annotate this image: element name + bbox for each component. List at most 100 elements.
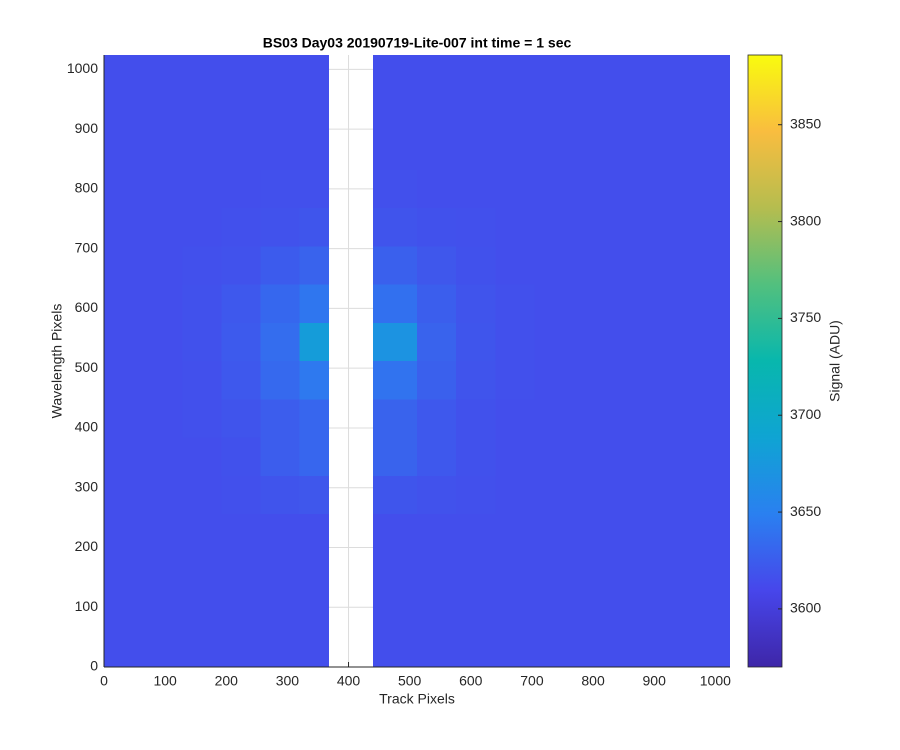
heatmap-cell (690, 437, 730, 476)
heatmap-cell (651, 284, 691, 323)
heatmap-cell (651, 246, 691, 285)
heatmap-cell (104, 361, 144, 400)
heatmap-cell (651, 93, 691, 132)
heatmap-cell (612, 437, 652, 476)
heatmap-cell (372, 437, 417, 476)
heatmap-cell (417, 55, 457, 94)
heatmap-cell (417, 514, 457, 553)
heatmap-cell (182, 437, 222, 476)
heatmap-cell (104, 169, 144, 208)
heatmap-cell (143, 399, 183, 438)
heatmap-cell (495, 628, 535, 667)
heatmap-cell (534, 284, 574, 323)
heatmap-cell (495, 208, 535, 247)
heatmap-cell (612, 514, 652, 553)
heatmap-cell (221, 437, 261, 476)
heatmap-cell (651, 131, 691, 170)
colorbar-tick-label: 3700 (790, 406, 821, 422)
y-tick-label: 300 (75, 478, 99, 494)
colorbar-tick-label: 3750 (790, 309, 821, 325)
heatmap-cell (221, 399, 261, 438)
heatmap-cell (104, 437, 144, 476)
heatmap-cell (690, 552, 730, 591)
heatmap-cell (221, 169, 261, 208)
heatmap-cell (612, 208, 652, 247)
heatmap-cell (417, 208, 457, 247)
heatmap-cell (372, 169, 417, 208)
heatmap-cell (651, 552, 691, 591)
heatmap-cell (456, 399, 496, 438)
heatmap-cell (651, 628, 691, 667)
heatmap-cell (299, 590, 329, 629)
heatmap-cell (221, 246, 261, 285)
heatmap-cell (534, 437, 574, 476)
heatmap-cell (417, 437, 457, 476)
heatmap-cell (299, 322, 329, 361)
heatmap-cell (417, 590, 457, 629)
heatmap-cell (456, 475, 496, 514)
heatmap-cell (690, 475, 730, 514)
heatmap-cell (612, 590, 652, 629)
heatmap-cell (651, 55, 691, 94)
heatmap-cell (143, 590, 183, 629)
heatmap-cell (456, 322, 496, 361)
heatmap-cell (182, 399, 222, 438)
heatmap-cell (573, 55, 613, 94)
heatmap-cell (534, 628, 574, 667)
heatmap-cell (221, 361, 261, 400)
heatmap-cell (534, 322, 574, 361)
heatmap-cell (690, 322, 730, 361)
heatmap-cell (143, 552, 183, 591)
x-axis-label: Track Pixels (379, 691, 455, 707)
heatmap-cell (182, 246, 222, 285)
heatmap-cell (417, 361, 457, 400)
x-tick-label: 1000 (700, 673, 731, 689)
heatmap-cell (104, 590, 144, 629)
heatmap-cell (372, 131, 417, 170)
heatmap-cell (143, 208, 183, 247)
heatmap-cell (495, 437, 535, 476)
heatmap-cell (690, 514, 730, 553)
heatmap-cell (182, 475, 222, 514)
heatmap-cell (299, 131, 329, 170)
heatmap-cell (690, 55, 730, 94)
heatmap-cell (260, 552, 300, 591)
heatmap-cell (612, 246, 652, 285)
heatmap-cell (182, 93, 222, 132)
y-tick-label: 200 (75, 538, 99, 554)
heatmap-cell (299, 399, 329, 438)
heatmap-cell (651, 475, 691, 514)
heatmap-cell (534, 361, 574, 400)
heatmap-cell (143, 475, 183, 514)
heatmap-cell (651, 361, 691, 400)
heatmap-cell (534, 246, 574, 285)
heatmap-cell (104, 399, 144, 438)
colorbar-tick-label: 3650 (790, 503, 821, 519)
heatmap-cell (495, 361, 535, 400)
heatmap-cell (143, 169, 183, 208)
heatmap-cell (372, 246, 417, 285)
heatmap-cell (104, 284, 144, 323)
heatmap-cell (534, 131, 574, 170)
heatmap-cell (299, 169, 329, 208)
heatmap-cell (612, 361, 652, 400)
heatmap-cell (417, 246, 457, 285)
heatmap-cell (612, 93, 652, 132)
heatmap-cell (456, 246, 496, 285)
x-tick-label: 900 (643, 673, 667, 689)
heatmap-cell (690, 246, 730, 285)
heatmap-cell (104, 246, 144, 285)
heatmap-cell (651, 399, 691, 438)
heatmap-cell (456, 437, 496, 476)
heatmap-cell (260, 169, 300, 208)
heatmap-cell (221, 208, 261, 247)
heatmap-cell (260, 475, 300, 514)
heatmap-cell (299, 361, 329, 400)
heatmap-cell (299, 55, 329, 94)
chart-title: BS03 Day03 20190719-Lite-007 int time = … (263, 35, 572, 51)
heatmap-cell (456, 131, 496, 170)
heatmap-cell (651, 590, 691, 629)
x-tick-label: 300 (276, 673, 300, 689)
heatmap-cell (182, 131, 222, 170)
heatmap-cell (573, 131, 613, 170)
